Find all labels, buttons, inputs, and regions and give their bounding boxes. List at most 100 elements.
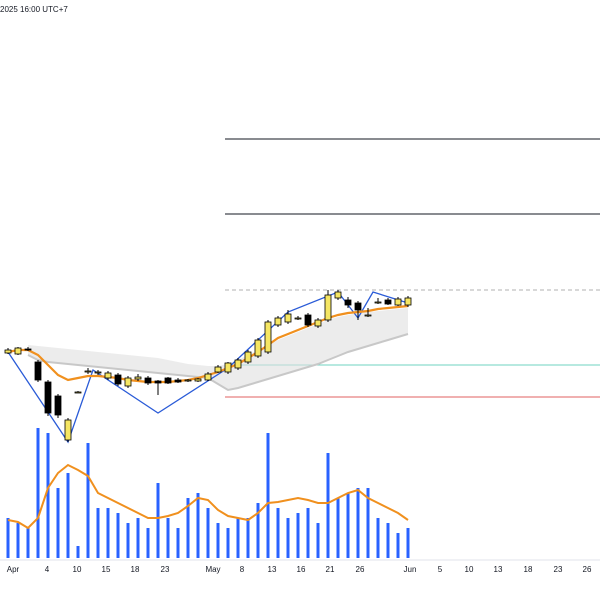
candle-body (374, 301, 382, 304)
x-tick-label: 10 (465, 565, 474, 574)
x-tick-label: 23 (161, 565, 170, 574)
candle-body (404, 297, 412, 306)
volume-bar (116, 513, 120, 558)
candle-body (44, 381, 52, 414)
candle-body (4, 349, 12, 354)
x-tick-label: 5 (438, 565, 443, 574)
candle-body (194, 378, 202, 382)
volume-bar (366, 488, 370, 558)
volume-bar (346, 493, 350, 558)
volume-bar (106, 508, 110, 558)
candle-body (94, 371, 102, 374)
volume-bar (286, 518, 290, 558)
candle-body (54, 395, 62, 416)
chart-title: 2025 16:00 UTC+7 (0, 5, 68, 14)
x-tick-label: 26 (356, 565, 365, 574)
candle-body (104, 372, 112, 379)
volume-bar (136, 518, 140, 558)
volume-bar (396, 533, 400, 558)
candle-body (344, 299, 352, 306)
volume-ma (7, 463, 409, 530)
candle-body (284, 313, 292, 323)
candle-body (134, 376, 142, 380)
volume-bar (176, 528, 180, 558)
candle-body (254, 339, 262, 357)
volume-bar (246, 518, 250, 558)
volume-bar (186, 498, 190, 558)
volume-bar (146, 528, 150, 558)
volume-bar (216, 523, 220, 558)
volume-bar (26, 528, 30, 558)
volume-bar (406, 528, 410, 558)
volume-bar (96, 508, 100, 558)
candle-body (224, 362, 232, 373)
x-tick-label: 18 (524, 565, 533, 574)
candle-body (214, 366, 222, 373)
band-lower (27, 333, 409, 392)
x-tick-label: May (205, 565, 220, 574)
volume-bar (6, 518, 10, 558)
x-tick-label: 16 (297, 565, 306, 574)
volume-bar (56, 488, 60, 558)
candle-body (274, 317, 282, 326)
volume-bar (266, 433, 270, 558)
candle-body (244, 351, 252, 363)
candle-body (24, 348, 32, 351)
x-tick-label: 13 (494, 565, 503, 574)
volume-bar (376, 518, 380, 558)
volume-bar (86, 443, 90, 558)
volume-bar (16, 523, 20, 558)
x-tick-label: 21 (326, 565, 335, 574)
candle-body (314, 319, 322, 327)
volume-bar (356, 488, 360, 558)
volume-bar (326, 453, 330, 558)
candle-body (124, 377, 132, 387)
x-tick-label: 23 (554, 565, 563, 574)
candle-body (164, 377, 172, 384)
candle-body (324, 294, 332, 321)
volume-bar (166, 518, 170, 558)
volume-bar (196, 493, 200, 558)
candle-body (264, 321, 272, 353)
candle-body (204, 373, 212, 381)
x-tick-label: 10 (73, 565, 82, 574)
x-tick-label: 4 (45, 565, 50, 574)
candle-body (384, 299, 392, 305)
volume-bar (206, 508, 210, 558)
volume-bar (156, 483, 160, 558)
candle-body (144, 377, 152, 384)
candle-body (304, 314, 312, 326)
volume-bar (316, 523, 320, 558)
candle-body (34, 361, 42, 381)
volume-bar (76, 546, 80, 558)
candle-body (154, 380, 162, 384)
candle-body (64, 419, 72, 441)
volume-bar (236, 518, 240, 558)
x-tick-label: Apr (7, 565, 20, 574)
candle-body (174, 379, 182, 383)
volume-bar (306, 508, 310, 558)
volume-bar (126, 523, 130, 558)
x-tick-label: 13 (268, 565, 277, 574)
x-tick-label: 8 (240, 565, 245, 574)
candle-body (364, 314, 372, 317)
candle-body (14, 347, 22, 355)
candle-body (74, 391, 82, 394)
candle-body (294, 317, 302, 320)
volume-bar (66, 473, 70, 558)
volume-bar (36, 428, 40, 558)
candle-body (334, 291, 342, 299)
x-tick-label: Jun (404, 565, 417, 574)
candle-body (184, 379, 192, 382)
candle-body (394, 298, 402, 306)
volume-bar (296, 513, 300, 558)
volume-bar (386, 523, 390, 558)
candle-body (234, 359, 242, 369)
x-tick-label: 18 (131, 565, 140, 574)
x-tick-label: 26 (583, 565, 592, 574)
candle-body (84, 370, 92, 373)
x-tick-label: 15 (102, 565, 111, 574)
volume-bar (336, 498, 340, 558)
volume-bar (226, 528, 230, 558)
